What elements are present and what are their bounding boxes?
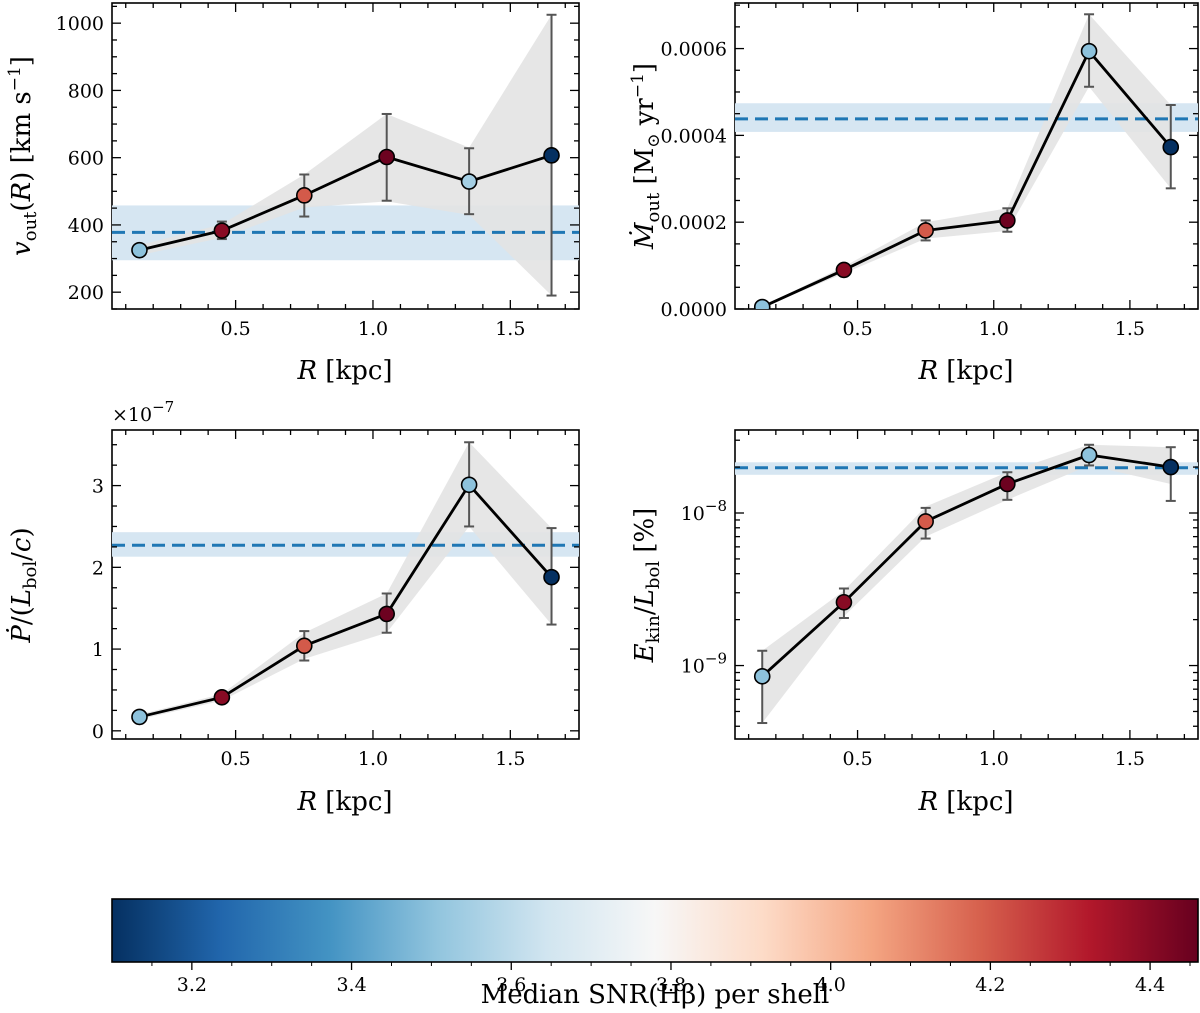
axis-label-x: R [kpc]	[917, 787, 1013, 817]
plot-frame	[734, 2, 1199, 310]
y-tick-label: 0.0000	[661, 299, 727, 321]
data-point	[543, 147, 560, 164]
data-point	[999, 212, 1016, 229]
colorbar-tick-label: 3.2	[177, 974, 207, 996]
data-point	[213, 689, 231, 706]
data-point	[378, 148, 396, 166]
data-point	[295, 187, 313, 204]
data-point	[1162, 458, 1180, 476]
plot-marks: 0.5 1.0 1.5 0.0000 0.0002 0.0004 0.0006	[661, 3, 1198, 340]
clipped-content	[735, 13, 1198, 309]
colorbar-tick-label: 3.8	[656, 974, 686, 996]
colorbar: 3.2 3.4 3.6 3.8 4.0 4.2 4.4 Median SNR(Hβ) per…	[111, 898, 1199, 1010]
colorbar-tick-label: 3.4	[336, 974, 366, 996]
data-point	[378, 605, 396, 623]
plot-marks: 0.5 1.0 1.5 0 1 2 3	[92, 430, 579, 770]
y-tick-label: 200	[68, 282, 104, 304]
colorbar-tick-label: 4.0	[816, 974, 846, 996]
axis-label-y: Ekin/Lbol [%]	[630, 508, 664, 664]
y-tick-label: 0.0002	[661, 212, 727, 234]
plot-marks: 0.5 1.0 1.5 10−9 10−8	[681, 430, 1198, 770]
data-point	[460, 173, 478, 190]
axis-label-x: R [kpc]	[296, 787, 392, 817]
data-point	[1080, 446, 1098, 464]
data-point	[917, 513, 934, 530]
axis-label-x: R [kpc]	[296, 356, 392, 386]
data-point	[295, 637, 313, 655]
data-point	[131, 708, 148, 726]
panel-kinetic-energy-ratio: 0.5 1.0 1.5 10−9 10−8 R [kpc] Ekin/Lbol [%]	[630, 429, 1199, 817]
series-line	[761, 48, 1172, 309]
x-tick-label: 0.5	[842, 748, 872, 770]
data-point	[999, 475, 1016, 493]
y-tick-label: 800	[68, 80, 104, 102]
axis-label-y: Ṁout [M⊙ yr−1]	[628, 63, 664, 250]
data-point	[753, 668, 771, 685]
x-tick-label: 1.0	[979, 318, 1009, 340]
data-point	[131, 241, 148, 259]
y-tick-label: 1	[92, 639, 104, 661]
axis-label-x: R [kpc]	[917, 356, 1013, 386]
series-line	[139, 482, 553, 719]
y-tick-label: 600	[68, 148, 104, 170]
clipped-content	[735, 443, 1198, 725]
colorbar-tick-label: 4.2	[975, 974, 1005, 996]
x-tick-label: 0.5	[221, 318, 251, 340]
colorbar-tick-label: 3.6	[496, 974, 526, 996]
colorbar-tick-label: 4.4	[1135, 974, 1165, 996]
x-tick-label: 0.5	[221, 748, 251, 770]
x-tick-label: 1.0	[358, 748, 388, 770]
y-tick-label: 1000	[56, 13, 104, 35]
data-point	[835, 593, 853, 611]
x-tick-label: 1.5	[495, 318, 525, 340]
y-tick-label: 10−8	[681, 497, 727, 525]
axis-label-y: Ṗ/(Lbol/c)	[6, 527, 41, 643]
data-point	[543, 568, 560, 586]
uncertainty-band	[762, 444, 1171, 724]
y-tick-label: 400	[68, 215, 104, 237]
x-tick-label: 1.5	[495, 748, 525, 770]
plot-frame	[111, 429, 580, 740]
panel-outflow-velocity: 0.5 1.0 1.5 200 400 600 800 1000 R [kpc] vout(R…	[5, 2, 580, 386]
x-tick-label: 1.0	[358, 318, 388, 340]
y-tick-label: 2	[92, 557, 104, 579]
offset-label: ×10−7	[112, 398, 174, 426]
y-tick-label: 0	[92, 721, 104, 743]
y-tick-label: 3	[92, 476, 104, 498]
x-tick-label: 1.5	[1115, 318, 1145, 340]
data-point	[1162, 138, 1180, 156]
clipped-content	[112, 13, 579, 297]
uncertainty-band	[762, 14, 1171, 308]
data-point	[1080, 42, 1098, 60]
panel-momentum-rate: 0.5 1.0 1.5 0 1 2 3 R [kpc] Ṗ/(Lbol/c) ×10−7	[6, 398, 580, 817]
y-tick-label: 0.0006	[661, 39, 727, 61]
series-line	[761, 453, 1171, 678]
x-tick-label: 0.5	[842, 318, 872, 340]
colorbar-gradient	[111, 898, 1199, 963]
uncertainty-band	[139, 14, 552, 296]
plot-frame	[734, 429, 1199, 740]
clipped-content	[112, 441, 579, 726]
data-point	[460, 476, 478, 494]
colorbar-label: Median SNR(Hβ) per shell	[481, 980, 830, 1010]
axis-label-y: vout(R) [km s−1]	[5, 56, 41, 256]
plot-marks: 0.5 1.0 1.5 200 400 600 800 1000	[56, 3, 579, 340]
data-point	[753, 298, 771, 309]
series-line	[139, 153, 552, 252]
x-tick-label: 1.0	[979, 748, 1009, 770]
data-point	[835, 261, 853, 279]
data-point	[213, 222, 231, 239]
colorbar-ticks: 3.2 3.4 3.6 3.8 4.0 4.2 4.4	[151, 962, 1191, 996]
data-point	[917, 222, 934, 239]
x-tick-label: 1.5	[1115, 748, 1145, 770]
y-tick-label: 0.0004	[661, 125, 727, 147]
y-tick-label: 10−9	[681, 650, 727, 678]
panel-mass-outflow-rate: 0.5 1.0 1.5 0.0000 0.0002 0.0004 0.0006 R [kpc…	[628, 2, 1199, 386]
uncertainty-band	[139, 442, 552, 720]
